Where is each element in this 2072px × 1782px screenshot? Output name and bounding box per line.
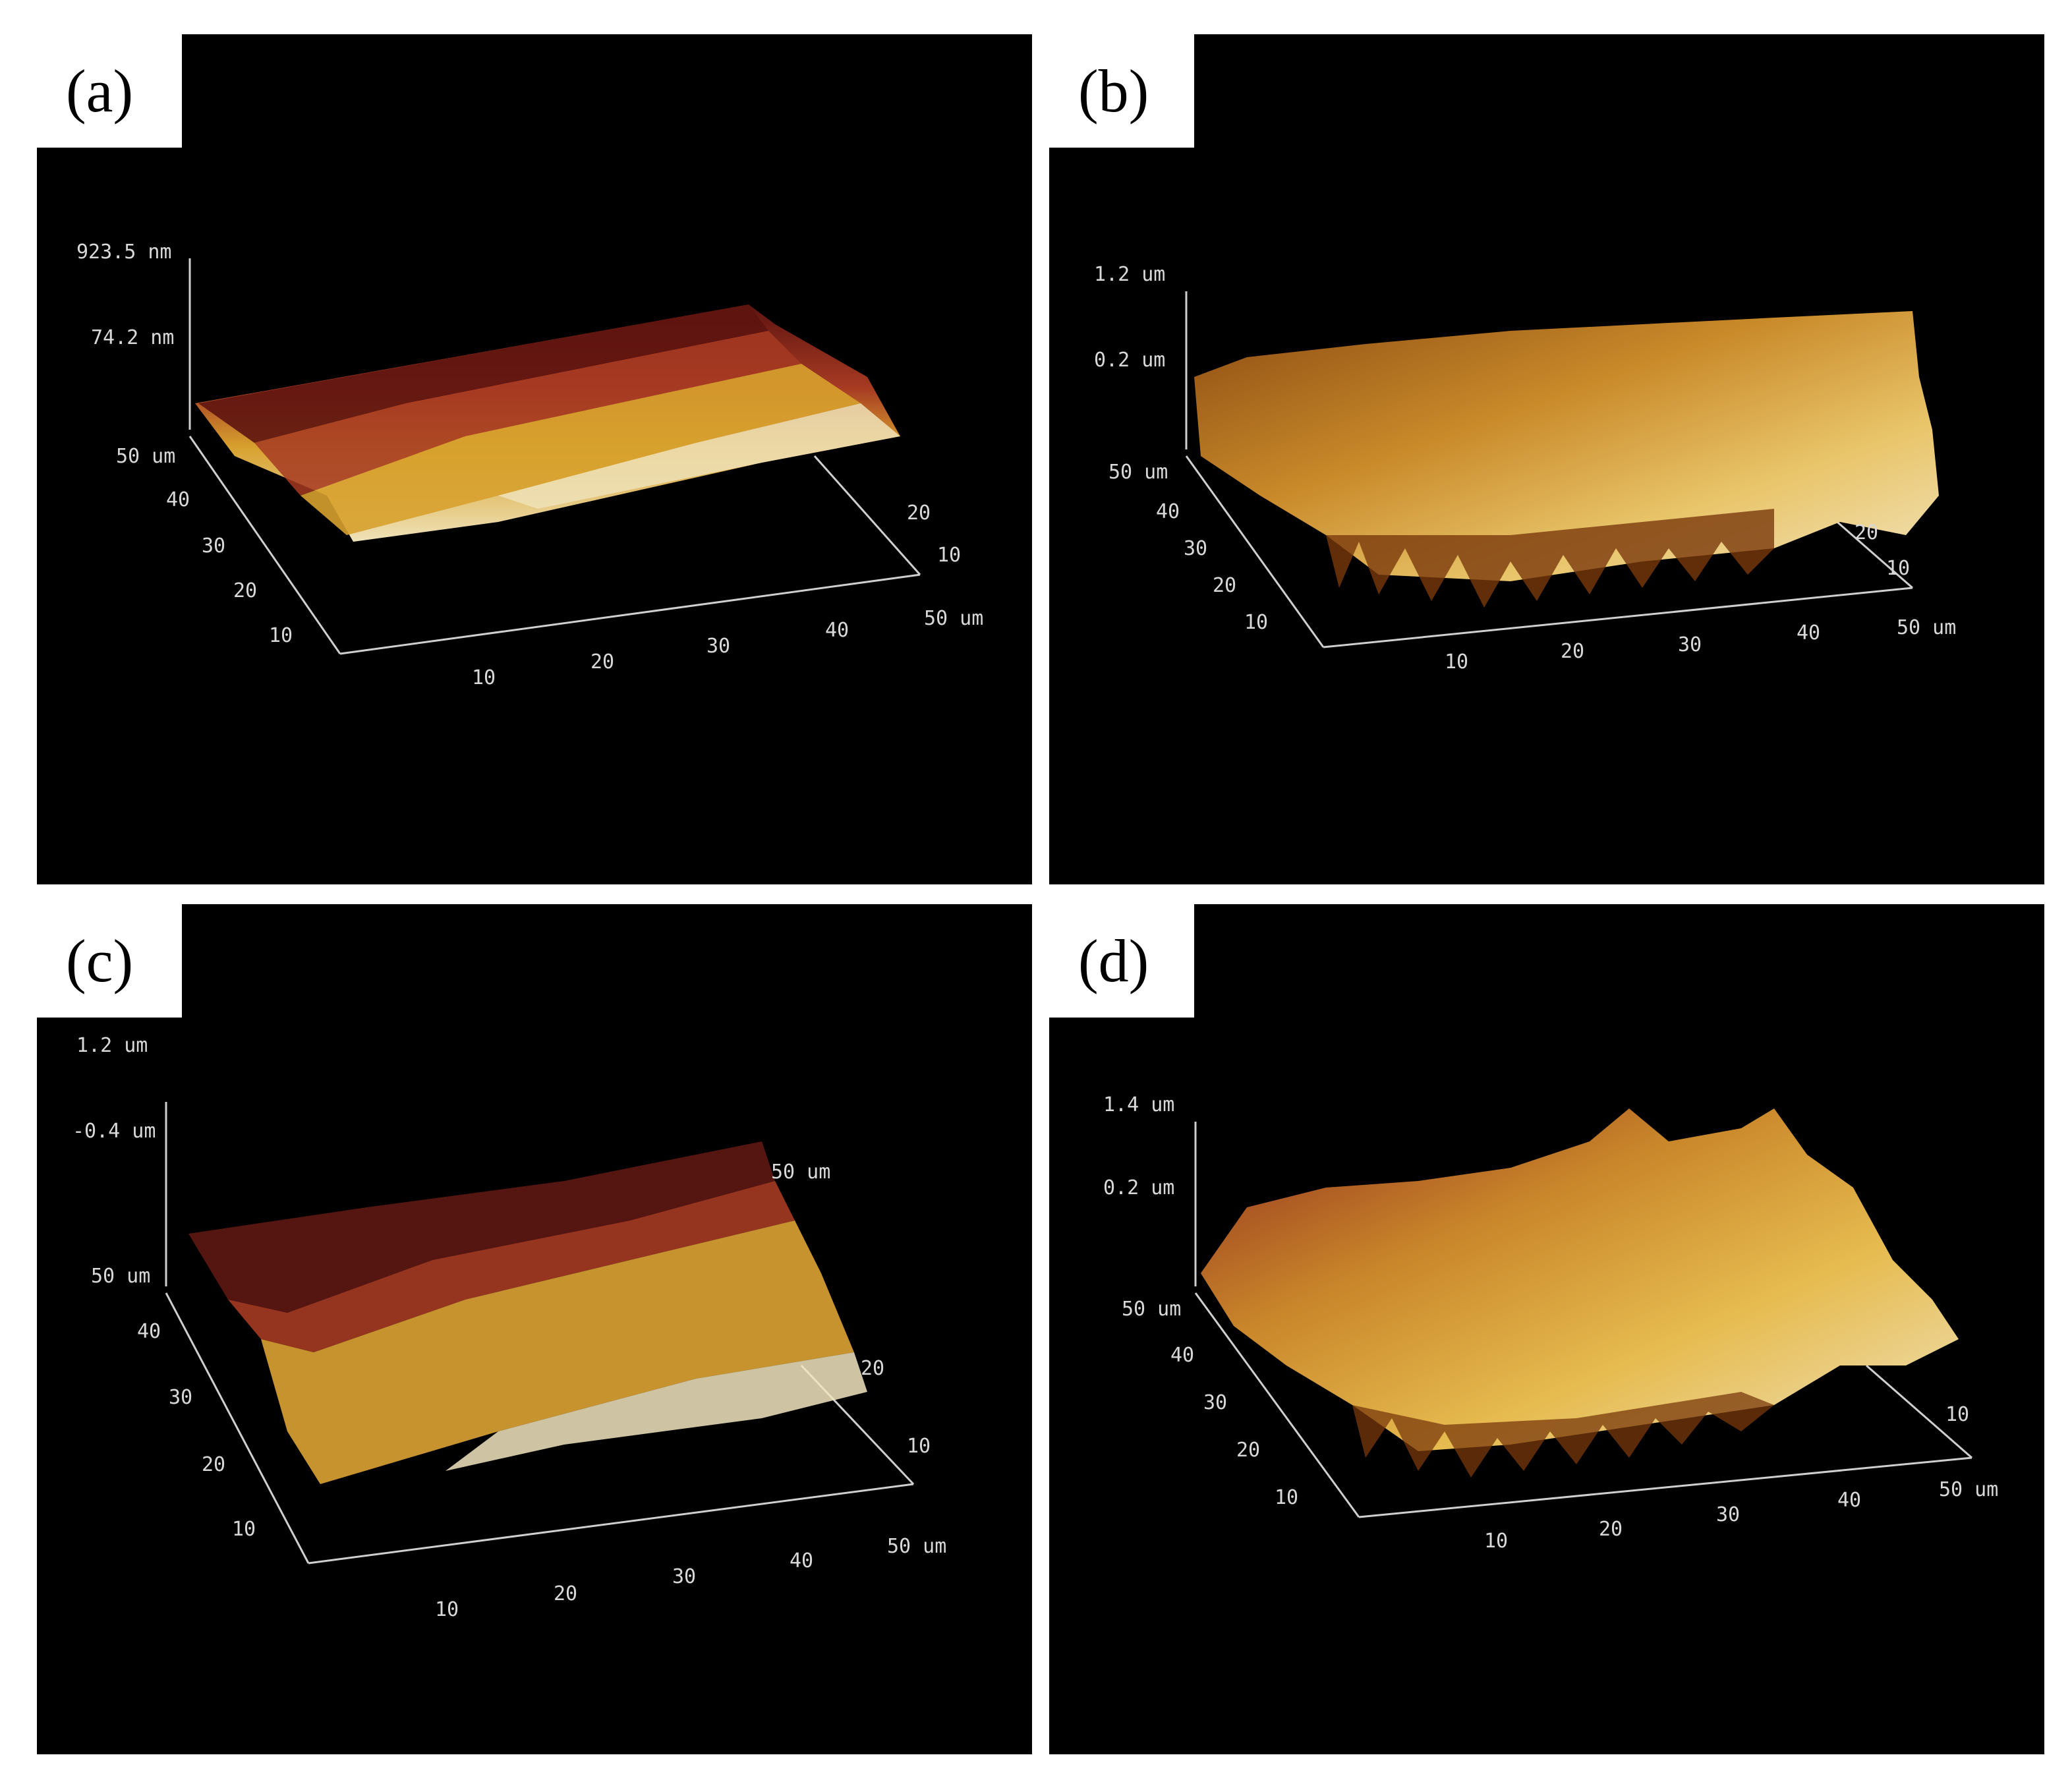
afm-surface-band: [198, 304, 768, 443]
y-tick: 10: [232, 1518, 256, 1541]
y-axis: [165, 1292, 310, 1564]
y-tick: 40: [1156, 500, 1180, 523]
afm-surface-band: [301, 364, 861, 535]
x-tick: 30: [706, 635, 730, 658]
y-tick: 30: [202, 534, 225, 558]
afm-3d-surface-a: 923.5 nm 74.2 nm 50 um 40 30 20 10 10 20…: [76, 241, 983, 689]
x-tick: 50 um: [1939, 1478, 1998, 1501]
x-tick: 40: [1797, 621, 1820, 645]
depth-tick: 10: [1886, 557, 1910, 580]
afm-panel-d: 1.4 um 0.2 um 50 um 40 30 20 10 10 20 30…: [1049, 904, 2044, 1754]
z-mid-label: 74.2 nm: [91, 326, 174, 349]
x-tick: 20: [1599, 1518, 1623, 1541]
depth-tick: 20: [861, 1357, 884, 1380]
x-tick: 10: [472, 666, 496, 689]
y-tick: 10: [1275, 1486, 1298, 1509]
y-tick: 30: [1203, 1391, 1227, 1414]
y-tick: 50 um: [1122, 1298, 1181, 1321]
x-tick: 10: [1445, 650, 1468, 674]
y-tick: 30: [1184, 537, 1207, 560]
afm-surface-band: [261, 1221, 854, 1484]
afm-surface-band: [228, 1181, 795, 1352]
y-axis: [188, 436, 341, 654]
y-tick: 50 um: [116, 445, 175, 468]
y-tick: 20: [1213, 574, 1236, 597]
x-tick: 20: [1561, 640, 1584, 663]
x-tick: 10: [1484, 1530, 1508, 1553]
x-axis: [308, 1483, 914, 1565]
panel-label: (d): [1078, 927, 1149, 994]
afm-3d-surface-d: 1.4 um 0.2 um 50 um 40 30 20 10 10 20 30…: [1103, 1093, 1998, 1553]
panel-label-box: (a): [37, 34, 182, 148]
depth-tick: 10: [937, 544, 961, 567]
y-tick: 40: [1170, 1344, 1194, 1367]
z-max-label: 1.2 um: [76, 1034, 148, 1057]
y-tick: 40: [137, 1320, 161, 1343]
panel-label-box: (d): [1049, 904, 1194, 1018]
depth-tick: 20: [907, 502, 931, 525]
afm-panel-a: 923.5 nm 74.2 nm 50 um 40 30 20 10 10 20…: [37, 34, 1032, 884]
depth-tick: 50 um: [771, 1161, 830, 1184]
y-axis: [1194, 1292, 1360, 1518]
afm-surface-band: [446, 1352, 867, 1471]
z-max-label: 1.4 um: [1103, 1093, 1174, 1116]
x-tick: 50 um: [887, 1535, 946, 1558]
afm-surface-spikes: [1352, 1392, 1774, 1478]
depth-tick: 20: [1855, 521, 1878, 544]
afm-panel-b: 1.2 um 0.2 um 50 um 40 30 20 10 10 20 30…: [1049, 34, 2044, 884]
y-tick: 50 um: [91, 1265, 150, 1288]
afm-surface-band: [254, 331, 801, 496]
panel-label-box: (b): [1049, 34, 1194, 148]
x-axis: [339, 573, 921, 655]
x-tick: 40: [825, 619, 849, 642]
x-axis: [1323, 587, 1913, 648]
afm-surface-spikes: [1326, 509, 1774, 608]
x-axis: [1358, 1456, 1972, 1518]
panel-label-box: (c): [37, 904, 182, 1018]
z-mid-label: 0.2 um: [1094, 349, 1165, 372]
z-mid-label: -0.4 um: [72, 1120, 156, 1143]
x-tick: 10: [435, 1598, 459, 1621]
y-tick: 10: [1244, 611, 1268, 634]
depth-tick: 10: [1945, 1403, 1969, 1426]
afm-surface-band: [188, 1141, 775, 1313]
afm-surface: [1201, 1108, 1959, 1451]
depth-tick: 10: [907, 1435, 931, 1458]
y-tick: 40: [166, 488, 190, 511]
x-tick: 40: [790, 1549, 813, 1572]
x-tick: 30: [672, 1565, 696, 1588]
y-tick: 30: [169, 1386, 192, 1409]
depth-axis: [813, 455, 921, 575]
y-tick: 50 um: [1108, 461, 1168, 484]
x-tick: 50 um: [924, 607, 983, 630]
afm-surface-band: [498, 403, 900, 509]
x-tick: 50 um: [1897, 616, 1956, 639]
y-tick: 20: [202, 1453, 225, 1476]
y-tick: 10: [269, 624, 293, 647]
y-axis: [1185, 455, 1325, 648]
z-max-label: 1.2 um: [1094, 263, 1165, 286]
x-tick: 20: [554, 1582, 577, 1605]
x-tick: 20: [590, 650, 614, 674]
y-tick: 20: [233, 579, 257, 602]
y-tick: 20: [1236, 1439, 1260, 1462]
afm-panel-c: 1.2 um -0.4 um 50 um 40 30 20 10 10 20 3…: [37, 904, 1032, 1754]
panel-label: (c): [66, 927, 134, 994]
panel-label: (b): [1078, 57, 1149, 125]
afm-3d-surface-b: 1.2 um 0.2 um 50 um 40 30 20 10 10 20 30…: [1094, 263, 1956, 674]
afm-3d-surface-c: 1.2 um -0.4 um 50 um 40 30 20 10 10 20 3…: [72, 1034, 946, 1621]
x-tick: 30: [1716, 1503, 1740, 1526]
depth-axis: [1866, 1364, 1972, 1459]
x-tick: 40: [1837, 1489, 1861, 1512]
panel-label: (a): [66, 57, 134, 125]
z-mid-label: 0.2 um: [1103, 1176, 1174, 1199]
x-tick: 30: [1678, 633, 1702, 656]
z-max-label: 923.5 nm: [76, 241, 172, 264]
